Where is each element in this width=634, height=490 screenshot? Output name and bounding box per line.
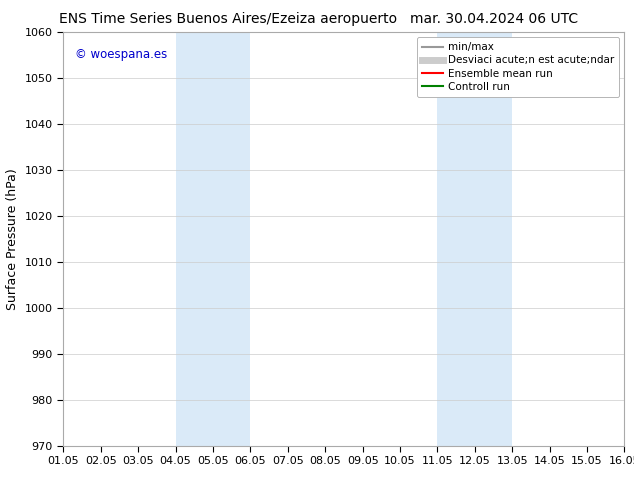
Bar [437,32,512,446]
Bar [176,32,250,446]
Text: ENS Time Series Buenos Aires/Ezeiza aeropuerto: ENS Time Series Buenos Aires/Ezeiza aero… [59,12,398,26]
Text: © woespana.es: © woespana.es [75,49,167,61]
Y-axis label: Surface Pressure (hPa): Surface Pressure (hPa) [6,168,19,310]
Text: mar. 30.04.2024 06 UTC: mar. 30.04.2024 06 UTC [410,12,579,26]
Legend: min/max, Desviaci acute;n est acute;ndar, Ensemble mean run, Controll run: min/max, Desviaci acute;n est acute;ndar… [417,37,619,97]
